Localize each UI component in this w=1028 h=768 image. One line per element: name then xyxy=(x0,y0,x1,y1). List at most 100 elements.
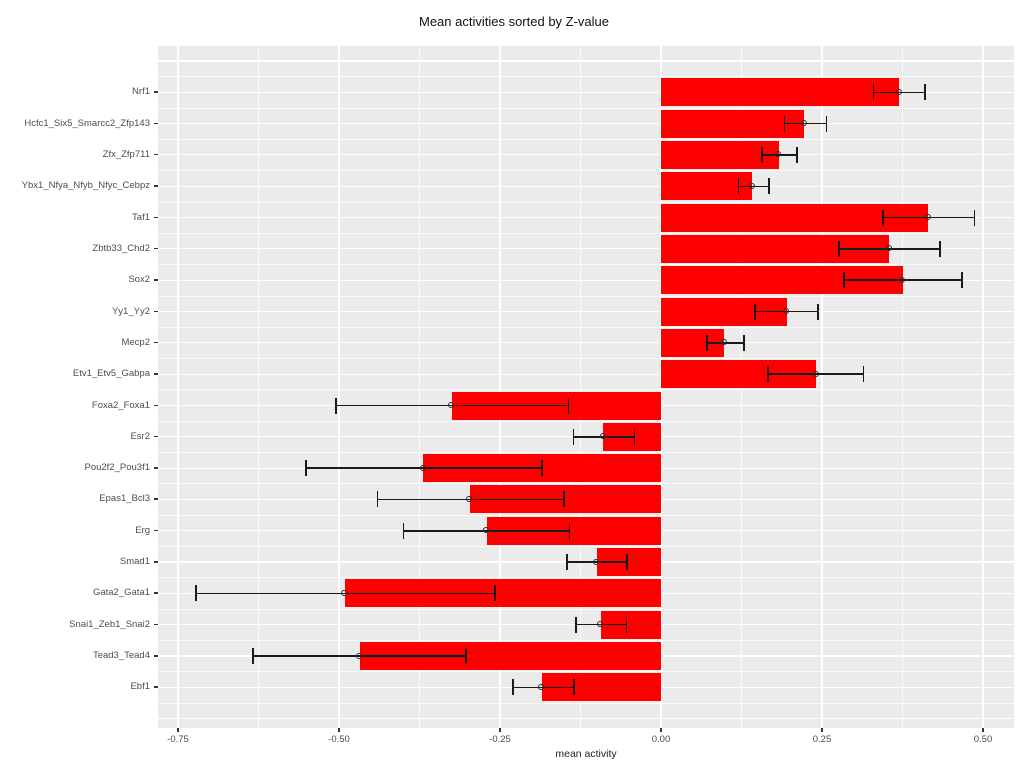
error-bar-cap xyxy=(376,491,379,508)
h-gridline xyxy=(158,671,1014,672)
error-bar-cap xyxy=(572,428,575,445)
y-tick-mark xyxy=(154,310,158,313)
error-bar-cap xyxy=(305,460,307,477)
x-tick-label: 0.50 xyxy=(973,734,993,745)
h-gridline xyxy=(158,60,1014,62)
y-tick-label: Mecp2 xyxy=(121,336,150,348)
mean-point-marker xyxy=(483,527,489,534)
h-gridline xyxy=(158,483,1014,485)
error-bar-cap xyxy=(924,84,926,101)
mean-point-marker xyxy=(748,182,755,189)
error-bar-cap xyxy=(783,115,786,132)
y-tick-mark xyxy=(154,404,158,407)
h-gridline xyxy=(158,232,1014,234)
v-minor-gridline xyxy=(902,45,903,728)
error-bar-cap xyxy=(743,334,745,351)
error-bar-cap xyxy=(825,115,828,132)
h-gridline xyxy=(158,310,1014,313)
error-bar-cap xyxy=(541,460,543,477)
h-gridline xyxy=(158,373,1014,375)
h-gridline xyxy=(158,546,1014,547)
mean-point-marker xyxy=(775,151,782,158)
error-bar-cap xyxy=(566,554,568,570)
h-gridline xyxy=(158,279,1014,281)
y-tick-label: Foxa2_Foxa1 xyxy=(91,399,150,411)
error-bar-cap xyxy=(195,585,197,602)
error-bar-cap xyxy=(761,146,763,163)
h-gridline xyxy=(158,217,1014,219)
y-tick-mark xyxy=(154,216,158,219)
y-tick-label: Ebf1 xyxy=(130,681,150,693)
error-bar-cap xyxy=(843,272,845,289)
h-gridline xyxy=(158,44,1014,46)
y-tick-label: Tead3_Tead4 xyxy=(92,650,150,661)
h-gridline xyxy=(158,639,1014,641)
y-tick-label: Ybx1_Nfya_Nfyb_Nfyc_Cebpz xyxy=(21,180,150,192)
y-tick-label: Hcfc1_Six5_Smarcc2_Zfp143 xyxy=(24,117,150,129)
y-tick-mark xyxy=(154,373,158,375)
v-major-gridline xyxy=(821,45,823,728)
y-tick-label: Esr2 xyxy=(130,430,150,442)
y-tick-label: Zbtb33_Chd2 xyxy=(92,242,150,254)
y-tick-label: Epas1_Bcl3 xyxy=(99,493,150,505)
mean-point-marker xyxy=(800,120,807,127)
h-gridline xyxy=(158,702,1014,704)
y-tick-label: Sox2 xyxy=(128,274,150,286)
h-gridline xyxy=(158,154,1014,156)
error-bar-cap xyxy=(973,209,976,226)
v-minor-gridline xyxy=(419,45,420,728)
mean-point-marker xyxy=(466,495,473,502)
error-bar-cap xyxy=(939,240,941,257)
error-bar-cap xyxy=(563,491,565,508)
error-bar-cap xyxy=(817,303,819,320)
x-tick-label: -0.75 xyxy=(167,734,189,745)
mean-point-marker xyxy=(720,339,727,346)
x-tick-label: 0.25 xyxy=(812,734,832,745)
error-bar-cap xyxy=(567,397,569,414)
error-bar-cap xyxy=(512,679,514,696)
x-axis-label: mean activity xyxy=(555,748,617,760)
v-major-gridline xyxy=(338,45,340,728)
error-bar-cap xyxy=(465,648,467,664)
error-bar-cap xyxy=(961,272,963,289)
error-bar-cap xyxy=(494,585,496,602)
v-major-gridline xyxy=(660,45,662,728)
error-bar-cap xyxy=(796,146,798,163)
y-tick-label: Smad1 xyxy=(119,556,150,567)
y-tick-mark xyxy=(154,185,158,187)
h-gridline xyxy=(158,514,1014,516)
h-gridline xyxy=(158,608,1014,610)
plot-panel xyxy=(158,44,1014,728)
h-gridline xyxy=(158,201,1014,203)
y-tick-mark xyxy=(154,529,158,532)
bar xyxy=(661,78,900,107)
x-tick-label: 0.00 xyxy=(651,734,671,745)
mean-point-marker xyxy=(448,402,455,408)
h-gridline xyxy=(158,326,1014,328)
error-bar-cap xyxy=(402,522,405,539)
y-tick-mark xyxy=(154,561,158,563)
y-tick-mark xyxy=(154,435,158,438)
v-minor-gridline xyxy=(258,45,259,728)
mean-point-marker xyxy=(599,433,606,440)
y-tick-label: Snai1_Zeb1_Snai2 xyxy=(69,618,150,630)
y-tick-mark xyxy=(154,498,158,500)
error-bar-cap xyxy=(575,616,577,633)
h-gridline xyxy=(158,248,1014,250)
y-tick-label: Pou2f2_Pou3f1 xyxy=(84,462,150,474)
error-bar-cap xyxy=(862,366,864,383)
y-tick-mark xyxy=(154,623,158,626)
h-gridline xyxy=(158,295,1014,297)
mean-point-marker xyxy=(885,245,892,252)
x-tick-mark xyxy=(660,728,662,732)
x-tick-mark xyxy=(338,728,340,732)
v-major-gridline xyxy=(499,45,501,728)
mean-point-marker xyxy=(783,308,790,314)
y-tick-mark xyxy=(154,279,158,281)
error-bar-cap xyxy=(252,648,254,664)
x-tick-mark xyxy=(499,728,501,732)
mean-point-marker xyxy=(341,589,348,596)
bar xyxy=(661,140,779,169)
error-bar-cap xyxy=(625,616,627,633)
